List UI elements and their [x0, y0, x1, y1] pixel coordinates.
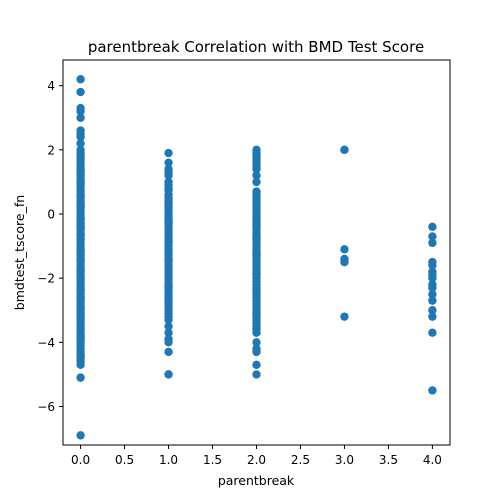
y-tick-label: −2: [37, 272, 55, 286]
data-point: [76, 431, 85, 440]
data-point: [428, 312, 437, 321]
data-point: [164, 148, 173, 158]
data-point: [76, 314, 85, 323]
data-point: [340, 257, 349, 267]
y-tick-label: 2: [47, 143, 55, 157]
data-point: [252, 155, 261, 164]
data-point: [252, 338, 261, 347]
x-tick-label: 4.0: [423, 453, 442, 467]
data-point: [252, 177, 261, 187]
x-axis-label: parentbreak: [218, 473, 295, 488]
y-tick-label: −6: [37, 400, 55, 414]
y-axis-ticks: 4 2 0 −2 −4 −6: [37, 79, 63, 414]
x-axis-ticks: 0.0 0.5 1.0 1.5 2.0 2.5 3.0 3.5 4.0: [71, 445, 442, 467]
data-point: [252, 360, 261, 369]
data-point: [76, 75, 85, 84]
y-tick-label: 4: [47, 79, 55, 93]
data-point: [164, 281, 173, 291]
data-point: [428, 386, 437, 395]
data-point: [252, 221, 261, 230]
data-point: [76, 294, 85, 304]
y-axis-label: bmdtest_tscore_fn: [12, 195, 27, 310]
data-point: [76, 192, 85, 201]
data-point: [428, 290, 437, 299]
data-point: [428, 270, 437, 280]
data-point: [252, 233, 261, 243]
data-point: [252, 370, 261, 379]
data-point: [428, 232, 437, 241]
data-point: [76, 139, 85, 148]
data-point: [76, 201, 85, 211]
data-point: [76, 304, 85, 313]
data-point: [252, 249, 261, 259]
data-point: [428, 238, 437, 248]
data-point: [252, 285, 261, 294]
data-point: [76, 224, 85, 233]
data-point: [76, 285, 85, 294]
data-point: [428, 222, 437, 232]
data-point: [164, 298, 173, 307]
data-point: [164, 322, 173, 331]
data-point: [76, 265, 85, 275]
data-point: [340, 312, 349, 321]
data-point: [164, 168, 173, 177]
data-point: [76, 373, 85, 382]
data-point: [76, 256, 85, 265]
data-point: [428, 328, 437, 337]
data-point: [76, 166, 85, 175]
data-point: [252, 310, 261, 320]
data-point: [164, 237, 173, 246]
data-point: [164, 370, 173, 379]
data-point: [428, 306, 437, 315]
x-tick-label: 0.5: [115, 453, 134, 467]
y-tick-label: −4: [37, 336, 55, 350]
data-point: [252, 269, 261, 278]
data-point: [164, 158, 173, 167]
data-point: [164, 217, 173, 227]
chart-title: parentbreak Correlation with BMD Test Sc…: [88, 38, 424, 56]
data-point: [76, 132, 85, 142]
data-point: [428, 296, 437, 305]
data-point: [252, 347, 261, 357]
data-point: [252, 161, 261, 171]
data-point: [340, 245, 349, 254]
data-point: [164, 198, 173, 207]
data-point: [76, 87, 85, 97]
data-point: [252, 171, 261, 180]
x-tick-label: 2.0: [247, 453, 266, 467]
data-point: [252, 328, 261, 337]
data-point: [76, 179, 85, 188]
data-point: [76, 323, 85, 333]
x-tick-label: 2.5: [291, 453, 310, 467]
data-point: [76, 275, 85, 284]
data-point: [340, 145, 349, 155]
data-point: [428, 261, 437, 270]
data-point: [164, 312, 173, 321]
data-point: [164, 328, 173, 337]
data-point: [76, 107, 85, 116]
data-point: [76, 214, 85, 224]
data-point: [428, 283, 437, 292]
y-tick-label: 0: [47, 208, 55, 222]
x-tick-label: 0.0: [71, 453, 90, 467]
data-point: [252, 196, 261, 206]
data-point: [76, 113, 85, 122]
data-point: [76, 352, 85, 361]
x-tick-label: 3.5: [379, 453, 398, 467]
data-point: [164, 185, 173, 195]
x-tick-label: 1.0: [159, 453, 178, 467]
data-point: [76, 230, 85, 240]
data-point: [164, 256, 173, 265]
data-point: [164, 347, 173, 357]
data-points: [76, 75, 437, 440]
x-tick-label: 1.5: [203, 453, 222, 467]
data-point: [76, 360, 85, 369]
data-point: [164, 338, 173, 347]
data-point: [76, 333, 85, 342]
data-point: [76, 246, 85, 256]
x-tick-label: 3.0: [335, 453, 354, 467]
